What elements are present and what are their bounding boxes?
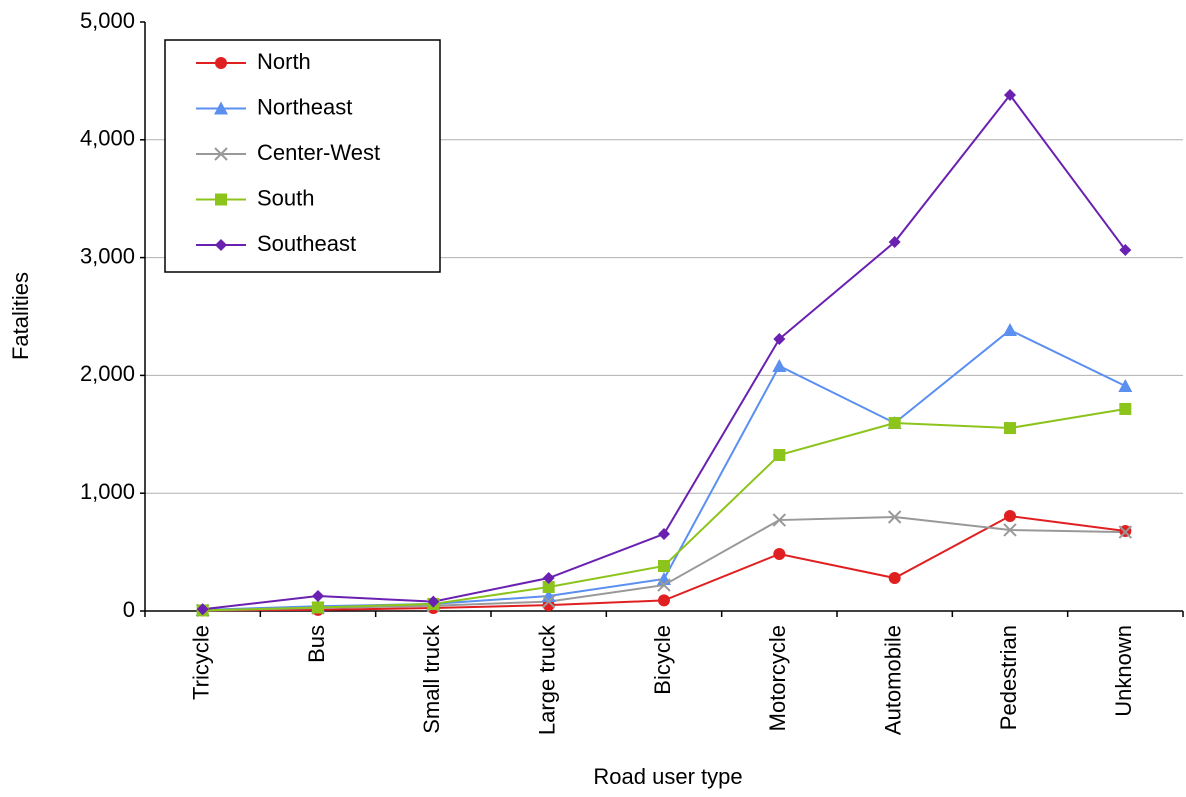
point <box>312 590 324 603</box>
point <box>541 594 556 609</box>
x-tick-label: Bus <box>304 625 329 663</box>
y-axis-title: Fatalities <box>8 272 33 360</box>
point <box>1118 525 1133 539</box>
x-tick-label: Unknown <box>1111 625 1136 717</box>
point <box>1003 323 1017 337</box>
legend-label: North <box>257 49 311 74</box>
point <box>1004 510 1016 523</box>
point <box>1003 523 1017 537</box>
point <box>888 236 901 249</box>
point <box>542 572 555 585</box>
x-tick-label: Small truck <box>419 624 444 734</box>
point <box>772 358 787 372</box>
legend-marker <box>215 57 227 69</box>
x-tick-label: Pedestrian <box>996 625 1021 730</box>
x-tick-label: Tricycle <box>188 625 213 700</box>
point <box>1004 89 1016 102</box>
legend: North Northeast Center-West South Southeast <box>164 39 441 273</box>
point <box>427 595 440 608</box>
y-tick-label: 2,000 <box>80 361 135 386</box>
y-tick-label: 0 <box>123 597 135 622</box>
point <box>657 578 671 592</box>
x-tick-label: Large truck <box>534 624 559 735</box>
y-tick-label: 5,000 <box>80 8 135 33</box>
point <box>542 580 555 593</box>
point <box>196 603 209 616</box>
legend-marker <box>214 101 228 115</box>
point <box>658 594 670 607</box>
x-tick-label: Automobile <box>880 625 905 735</box>
legend-label: Southeast <box>257 231 356 256</box>
legend-marker <box>214 147 228 161</box>
point <box>1119 243 1132 256</box>
point <box>542 599 555 612</box>
point <box>1004 422 1016 435</box>
legend-box <box>164 39 441 273</box>
legend-label: South <box>257 185 315 210</box>
legend-label: Center-West <box>257 140 380 165</box>
point <box>657 571 671 585</box>
point <box>773 332 786 345</box>
point <box>1118 379 1133 393</box>
point <box>658 560 670 573</box>
point <box>772 513 787 527</box>
legend-marker <box>215 193 227 206</box>
point <box>1119 402 1132 415</box>
point <box>658 527 670 540</box>
x-tick-label: Bicycle <box>650 625 675 695</box>
point <box>773 547 786 560</box>
point <box>888 416 901 429</box>
y-tick-label: 1,000 <box>80 479 135 504</box>
legend-marker <box>215 239 227 251</box>
x-axis-title: Road user type <box>593 764 742 789</box>
y-tick-label: 4,000 <box>80 126 135 151</box>
point <box>312 601 324 614</box>
x-tick-label: Motorcycle <box>765 625 790 731</box>
point <box>887 510 902 524</box>
point <box>888 572 901 585</box>
legend-label: Northeast <box>257 94 352 119</box>
y-tick-label: 3,000 <box>80 243 135 268</box>
point <box>773 449 786 462</box>
